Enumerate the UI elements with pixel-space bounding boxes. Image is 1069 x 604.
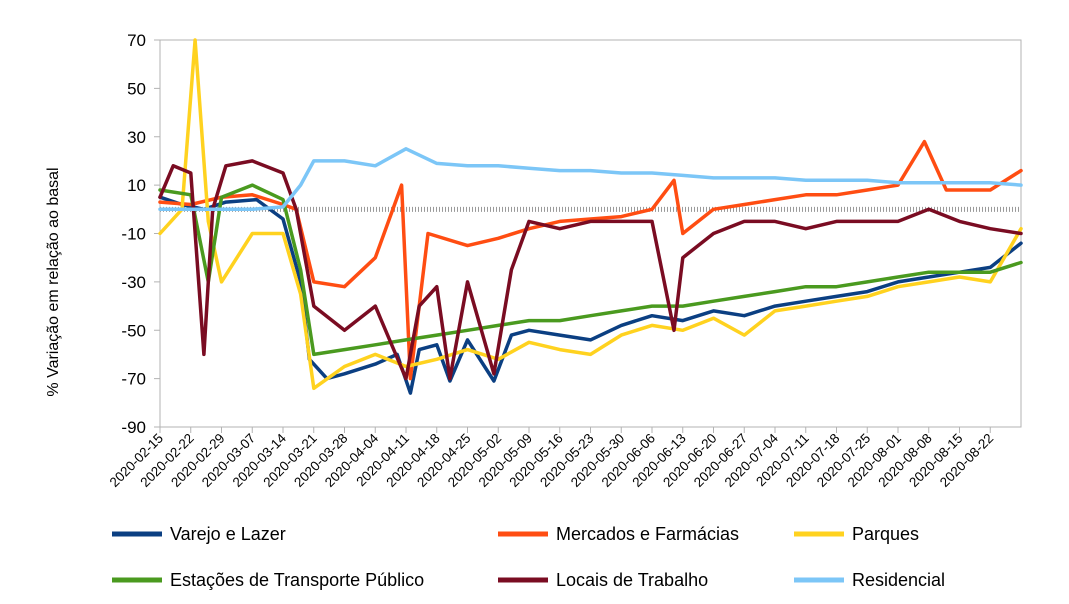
- series-line-2: [158, 38, 1023, 391]
- y-tick-label: -50: [121, 321, 146, 340]
- series-line-5: [158, 147, 1023, 212]
- legend-label: Mercados e Farmácias: [556, 524, 739, 544]
- plot-frame: [159, 39, 1022, 428]
- x-axis: 2020-02-152020-02-222020-02-292020-03-07…: [107, 427, 996, 490]
- series-line-3: [158, 183, 1023, 357]
- series-line-4: [158, 159, 1023, 381]
- plot-border: [159, 39, 1022, 428]
- legend-label: Locais de Trabalho: [556, 570, 708, 590]
- y-tick-label: -70: [121, 370, 146, 389]
- y-axis: 70 50 30 10 -10 -30 -50 -70 -90: [121, 31, 160, 437]
- legend-label: Estações de Transporte Público: [170, 570, 424, 590]
- series-lines: [158, 38, 1023, 395]
- y-axis-label: % Variação em relação ao basal: [45, 167, 62, 396]
- legend-label: Residencial: [852, 570, 945, 590]
- y-tick-label: -10: [121, 225, 146, 244]
- y-tick-label: -30: [121, 273, 146, 292]
- y-tick-label: 50: [127, 79, 146, 98]
- legend-label: Varejo e Lazer: [170, 524, 286, 544]
- y-tick-label: 10: [127, 176, 146, 195]
- y-tick-label: -90: [121, 418, 146, 437]
- legend: Varejo e Lazer Mercados e Farmácias Parque…: [112, 524, 945, 590]
- y-tick-label: 30: [127, 128, 146, 147]
- legend-label: Parques: [852, 524, 919, 544]
- y-tick-label: 70: [127, 31, 146, 50]
